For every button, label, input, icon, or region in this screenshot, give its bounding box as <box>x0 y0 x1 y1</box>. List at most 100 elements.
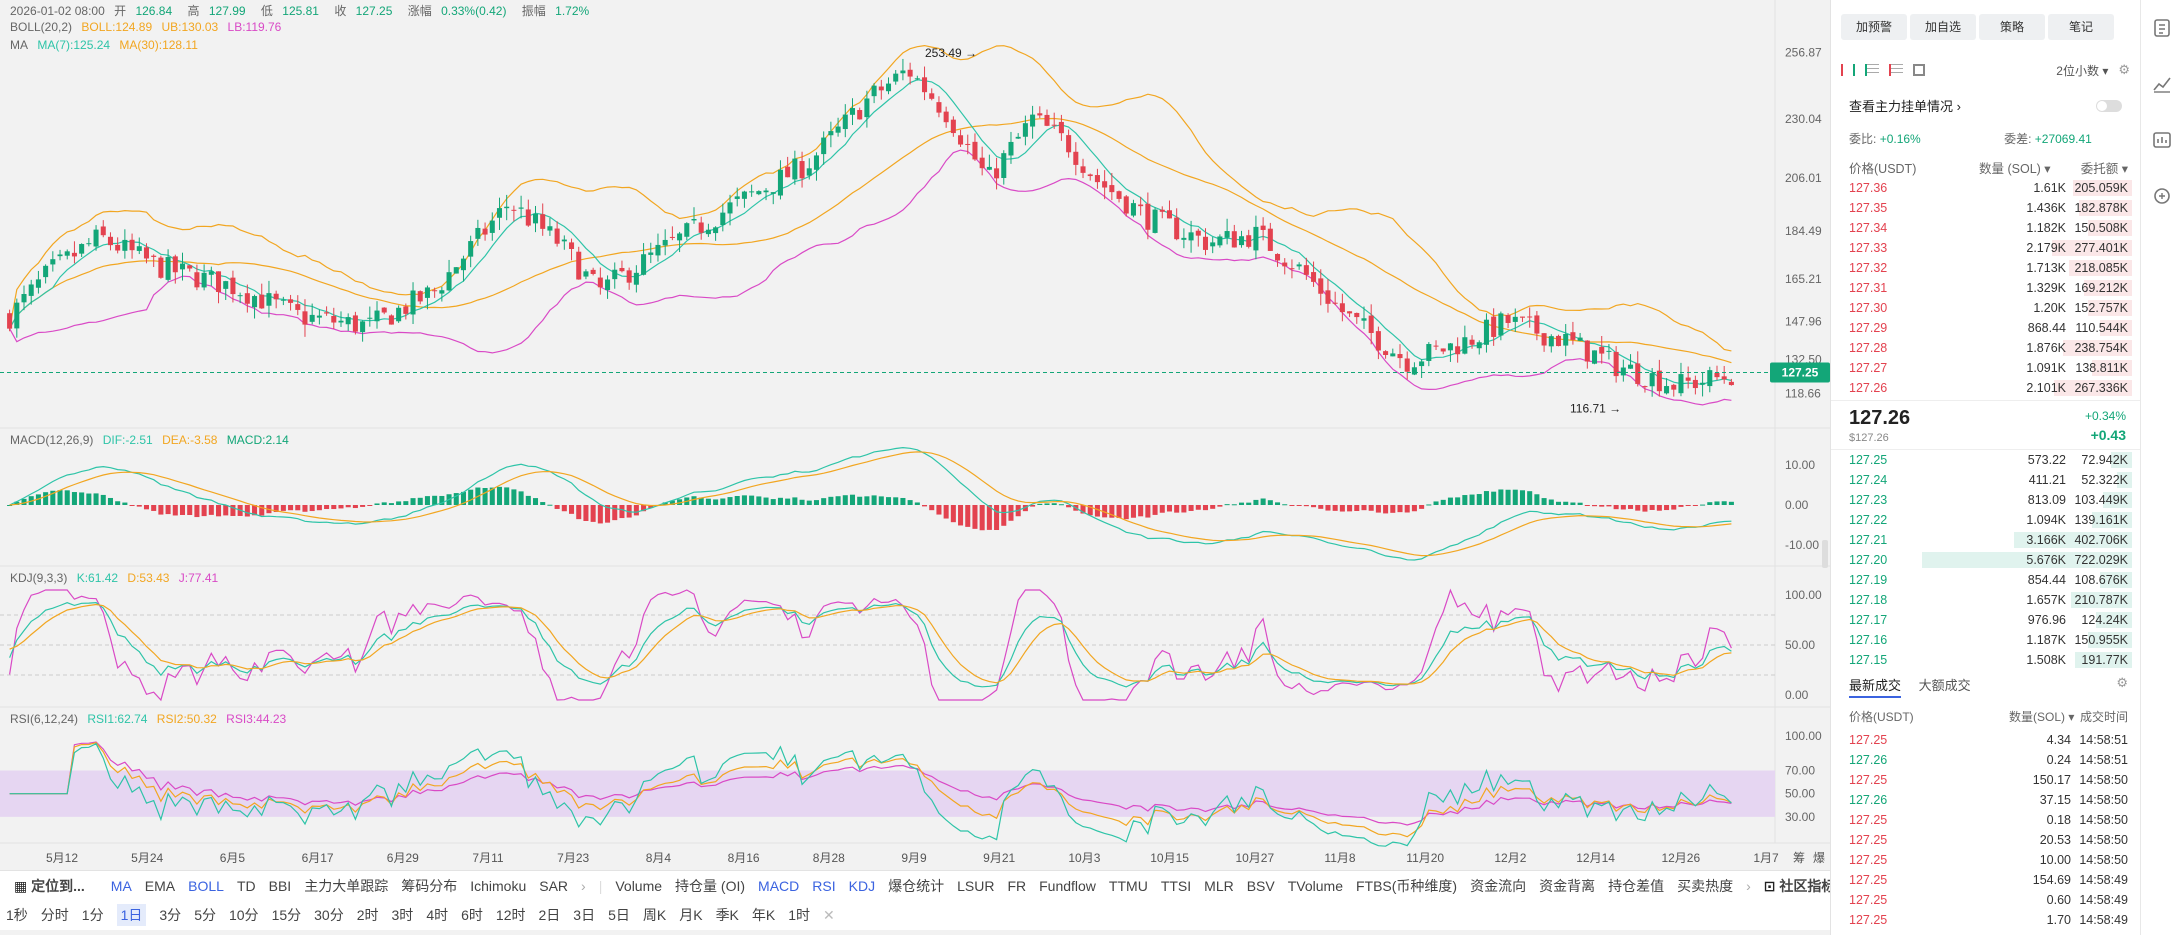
candle-body[interactable] <box>828 131 834 136</box>
candle-body[interactable] <box>1390 353 1396 357</box>
candle-body[interactable] <box>1282 262 1288 267</box>
interval-12[interactable]: 6时 <box>461 907 483 923</box>
candle-body[interactable] <box>511 209 517 211</box>
candle-body[interactable] <box>1037 113 1043 116</box>
chevron-right-icon[interactable]: › <box>581 877 586 894</box>
interval-21[interactable]: 1时 <box>788 907 811 923</box>
candle-body[interactable] <box>677 233 683 241</box>
decimals-select[interactable]: 2位小数 ▾ <box>2056 63 2109 78</box>
asks-row[interactable]: 127.35 1.436K 182.878K <box>1831 198 2140 218</box>
candle-body[interactable] <box>360 321 366 333</box>
asks-row[interactable]: 127.32 1.713K 218.085K <box>1831 258 2140 278</box>
candle-body[interactable] <box>1087 174 1093 177</box>
indicator-item[interactable]: SAR <box>539 877 569 894</box>
candle-body[interactable] <box>1188 232 1194 241</box>
candle-body[interactable] <box>1491 316 1497 337</box>
chart-area[interactable]: 256.87 230.04 206.01 184.49 165.21 147.96 132.… <box>0 0 1956 935</box>
candle-body[interactable] <box>684 223 690 237</box>
candle-body[interactable] <box>468 241 474 257</box>
candle-body[interactable] <box>1505 315 1511 323</box>
asks-row[interactable]: 127.34 1.182K 150.508K <box>1831 218 2140 238</box>
candle-body[interactable] <box>1584 340 1590 362</box>
candle-body[interactable] <box>208 271 214 275</box>
candle-body[interactable] <box>352 315 358 332</box>
candle-body[interactable] <box>79 244 85 254</box>
header-total[interactable]: 委托额 ▾ <box>2080 162 2128 176</box>
candle-body[interactable] <box>929 93 935 99</box>
asks-row[interactable]: 127.33 2.179K 277.401K <box>1831 238 2140 258</box>
candle-body[interactable] <box>1159 209 1165 212</box>
interval-4[interactable]: 3分 <box>159 907 182 923</box>
interval-17[interactable]: 周K <box>642 907 667 923</box>
candle-body[interactable] <box>1548 336 1554 347</box>
bids-row[interactable]: 127.23 813.09 103.449K <box>1831 490 2140 510</box>
candle-body[interactable] <box>1354 312 1360 318</box>
candle-body[interactable] <box>50 259 56 265</box>
candle-body[interactable] <box>453 267 459 274</box>
interval-11[interactable]: 4时 <box>426 907 449 923</box>
candle-body[interactable] <box>1570 332 1576 340</box>
candle-body[interactable] <box>489 220 495 233</box>
candle-body[interactable] <box>1728 381 1734 386</box>
candle-body[interactable] <box>1383 351 1389 355</box>
candle-body[interactable] <box>662 239 668 246</box>
candle-body[interactable] <box>115 244 121 251</box>
candle-body[interactable] <box>1109 185 1115 193</box>
candle-body[interactable] <box>64 251 70 256</box>
interval-0[interactable]: 1秒 <box>6 907 28 923</box>
candle-body[interactable] <box>1130 203 1136 216</box>
candle-body[interactable] <box>1303 265 1309 275</box>
candle-body[interactable] <box>1325 290 1331 304</box>
candle-body[interactable] <box>849 108 856 115</box>
candle-body[interactable] <box>35 279 41 288</box>
candle-body[interactable] <box>165 257 171 280</box>
candle-body[interactable] <box>1628 364 1634 369</box>
candle-body[interactable] <box>1123 196 1129 214</box>
candle-body[interactable] <box>86 243 92 245</box>
candle-body[interactable] <box>770 192 776 194</box>
candle-body[interactable] <box>741 191 747 199</box>
quick-btn-2[interactable]: 策略 <box>1979 14 2045 40</box>
candle-body[interactable] <box>43 265 49 278</box>
candle-body[interactable] <box>1116 191 1122 199</box>
candle-body[interactable] <box>1447 343 1453 351</box>
quick-btn-3[interactable]: 笔记 <box>2048 14 2114 40</box>
quick-btn-1[interactable]: 加自选 <box>1910 14 1976 40</box>
candle-body[interactable] <box>1599 346 1605 354</box>
sub-indicator-item[interactable]: MLR <box>1204 877 1234 894</box>
chevron-right-icon[interactable]: › <box>1746 877 1751 894</box>
candle-body[interactable] <box>28 284 34 296</box>
bids-row[interactable]: 127.15 1.508K 191.77K <box>1831 650 2140 670</box>
candle-body[interactable] <box>1289 268 1295 270</box>
bids-row[interactable]: 127.19 854.44 108.676K <box>1831 570 2140 590</box>
candle-body[interactable] <box>57 254 63 257</box>
candle-body[interactable] <box>792 158 798 180</box>
sub-indicator-item[interactable]: RSI <box>812 877 836 894</box>
candle-body[interactable] <box>547 226 553 231</box>
sub-indicator-item[interactable]: 爆仓统计 <box>888 877 945 894</box>
candle-body[interactable] <box>900 70 906 74</box>
interval-13[interactable]: 12时 <box>495 907 526 923</box>
candle-body[interactable] <box>14 302 20 329</box>
trend-icon[interactable] <box>2152 74 2172 94</box>
candle-body[interactable] <box>1080 166 1086 173</box>
interval-9[interactable]: 2时 <box>356 907 379 923</box>
sub-indicator-item[interactable]: KDJ <box>848 877 876 894</box>
interval-10[interactable]: 3时 <box>391 907 414 923</box>
candle-body[interactable] <box>532 213 539 224</box>
candle-body[interactable] <box>1419 361 1425 367</box>
candle-body[interactable] <box>1246 235 1252 247</box>
sub-indicator-item[interactable]: Volume <box>615 877 663 894</box>
candle-body[interactable] <box>1707 370 1713 387</box>
candle-body[interactable] <box>21 293 27 303</box>
candle-body[interactable] <box>1332 302 1338 304</box>
candle-body[interactable] <box>569 242 575 249</box>
candle-body[interactable] <box>958 135 964 145</box>
candle-body[interactable] <box>965 143 971 145</box>
sub-indicator-item[interactable]: 资金背离 <box>1539 877 1596 894</box>
candle-body[interactable] <box>605 279 611 291</box>
quick-btn-0[interactable]: 加预警 <box>1841 14 1907 40</box>
candle-body[interactable] <box>338 320 344 323</box>
candle-body[interactable] <box>158 257 164 278</box>
candle-body[interactable] <box>525 209 531 226</box>
